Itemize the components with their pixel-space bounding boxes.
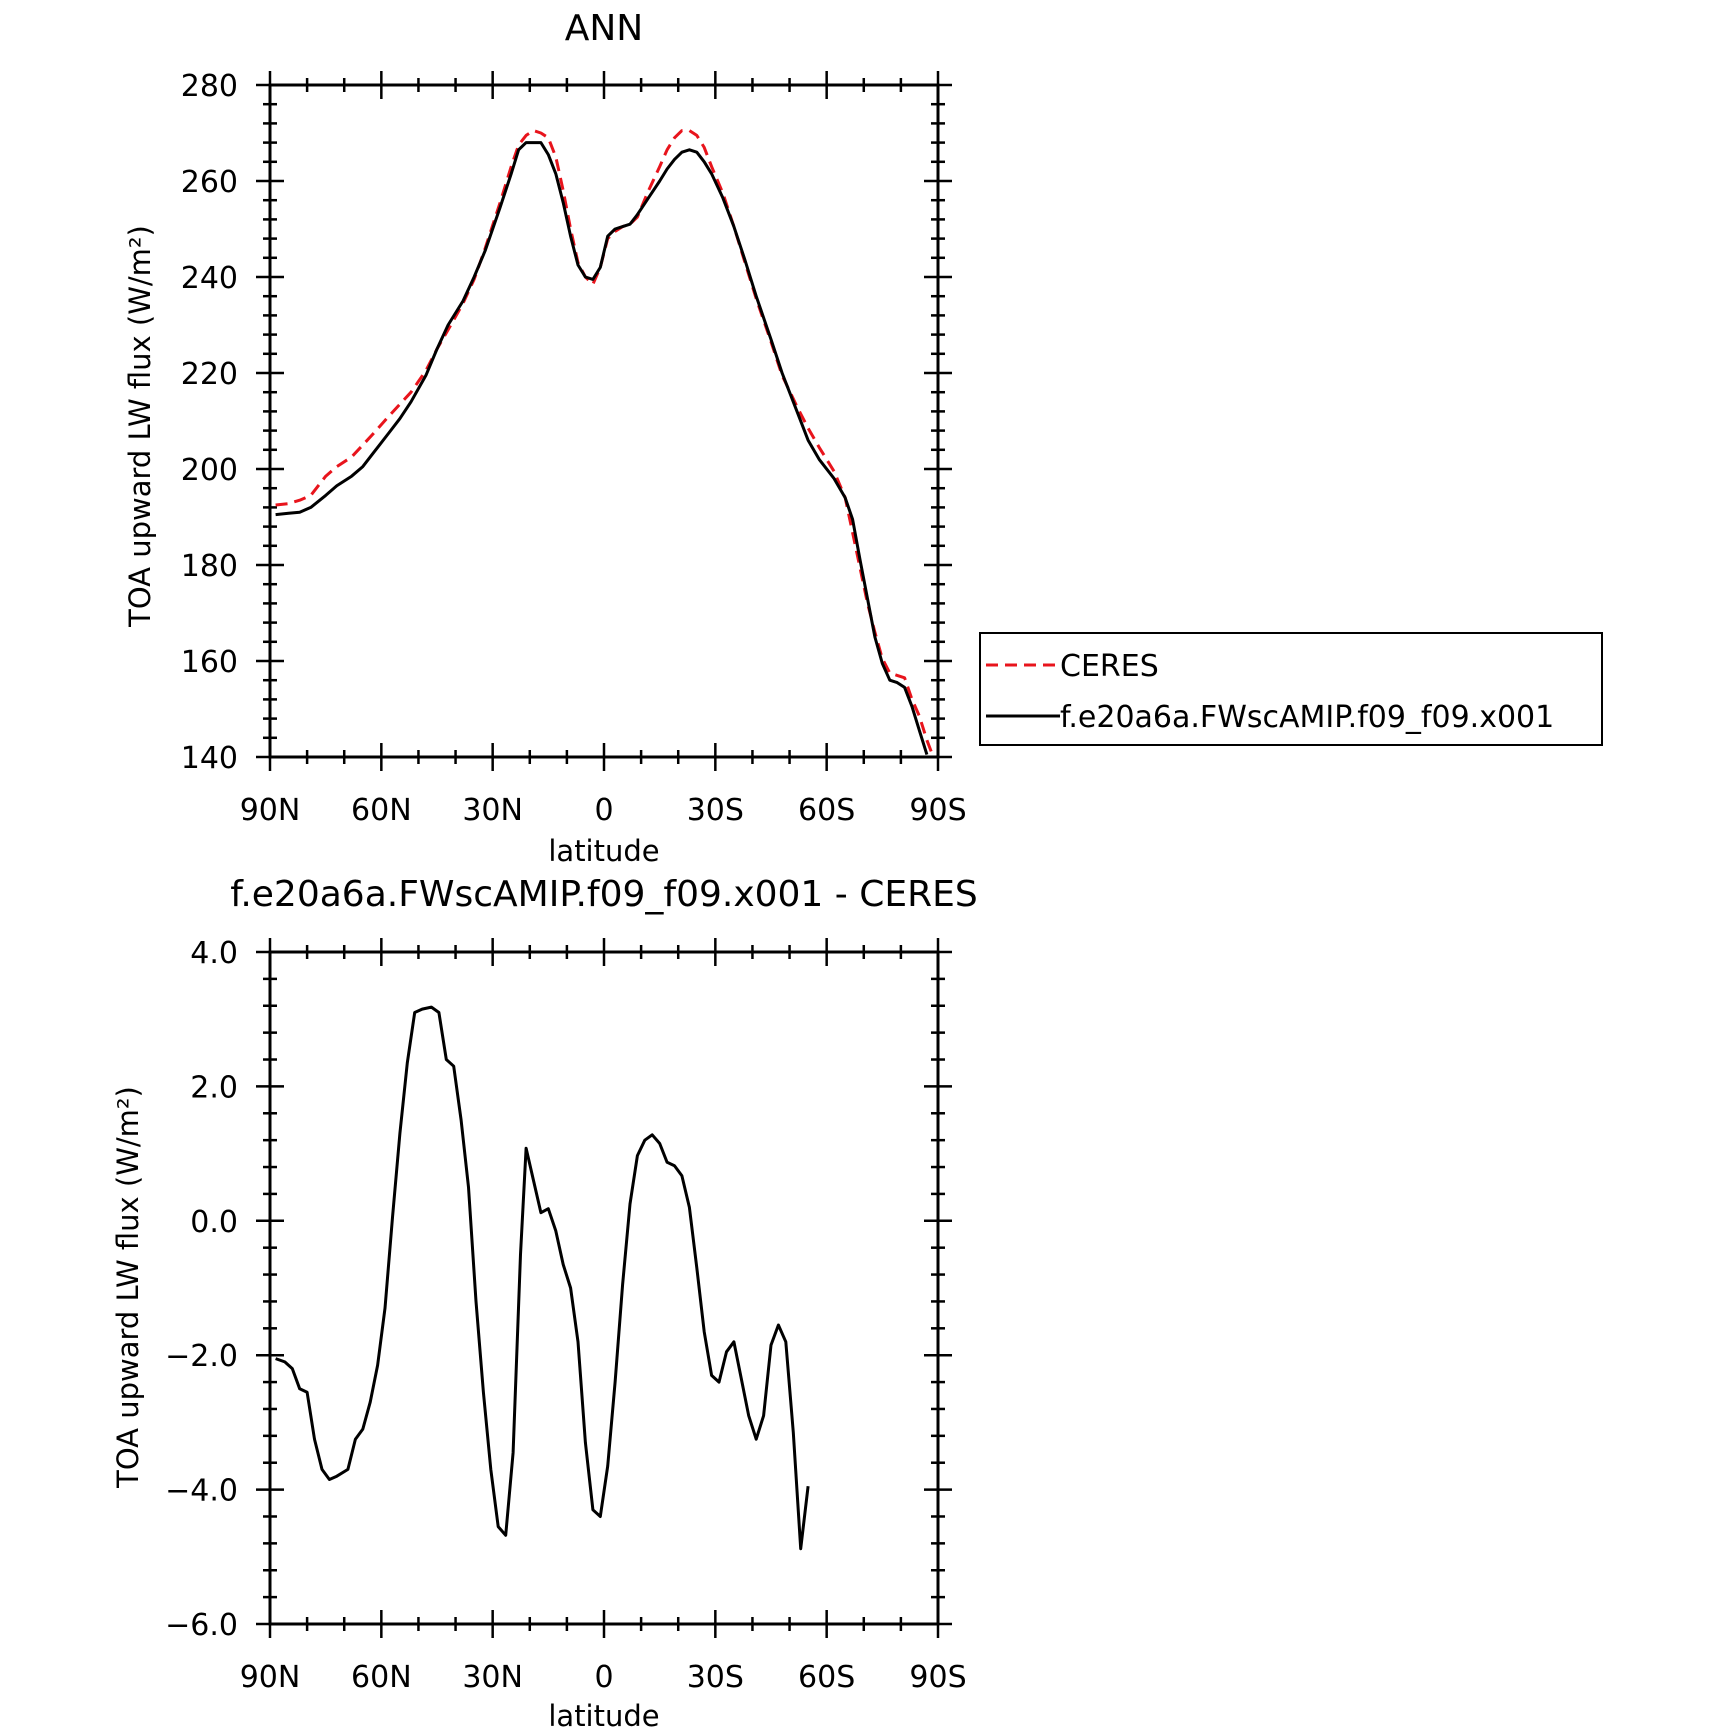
top-y-tick-label: 140 — [181, 741, 238, 776]
top-y-tick-label: 260 — [181, 165, 238, 200]
bottom-series-layer — [275, 1005, 810, 1551]
bottom-y-tick-label: −4.0 — [165, 1474, 238, 1509]
top-y-tick-label: 280 — [181, 69, 238, 104]
top-series-line-1 — [275, 129, 934, 756]
bottom-x-tick-label: 60N — [351, 1660, 412, 1695]
top-panel: ANN TOA upward LW flux (W/m²) latitude 1… — [123, 8, 967, 868]
bottom-y-tick-label: 4.0 — [190, 936, 238, 971]
top-y-tick-label: 160 — [181, 645, 238, 680]
bottom-chart-title: f.e20a6a.FWscAMIP.f09_f09.x001 - CERES — [230, 874, 977, 915]
top-y-axis-label: TOA upward LW flux (W/m²) — [123, 225, 157, 628]
bottom-plot-frame — [268, 950, 940, 1626]
top-x-tick-label: 30S — [687, 793, 744, 828]
top-x-tick-label: 60S — [798, 793, 855, 828]
bottom-x-tick-label: 90N — [240, 1660, 301, 1695]
top-plot-frame — [268, 83, 940, 759]
bottom-y-axis-label: TOA upward LW flux (W/m²) — [111, 1086, 145, 1489]
top-chart-title: ANN — [565, 8, 644, 49]
top-tick-labels: 140 160 180 200 220 240 260 280 90N 60N 30N 0 30S 60S… — [181, 69, 967, 828]
bottom-y-tick-label: 0.0 — [190, 1205, 238, 1240]
bottom-x-tick-label: 60S — [798, 1660, 855, 1695]
top-y-tick-label: 180 — [181, 549, 238, 584]
bottom-x-tick-label: 30S — [687, 1660, 744, 1695]
legend-label-ceres: CERES — [1060, 649, 1159, 684]
legend: CERES f.e20a6a.FWscAMIP.f09_f09.x001 — [979, 632, 1603, 746]
top-x-axis-label: latitude — [548, 834, 659, 868]
bottom-y-tick-label: 2.0 — [190, 1070, 238, 1105]
top-y-tick-label: 240 — [181, 261, 238, 296]
top-series-line-2 — [275, 141, 929, 756]
bottom-x-tick-label: 30N — [462, 1660, 523, 1695]
bottom-y-tick-label: −6.0 — [165, 1608, 238, 1643]
top-x-tick-label: 30N — [462, 793, 523, 828]
top-series-layer — [275, 129, 934, 756]
bottom-ticks — [256, 938, 952, 1638]
top-x-tick-label: 0 — [594, 793, 613, 828]
top-x-tick-label: 90N — [240, 793, 301, 828]
bottom-x-axis-label: latitude — [548, 1699, 659, 1733]
bottom-tick-labels: −6.0 −4.0 −2.0 0.0 2.0 4.0 90N 60N 30N 0 30S 60S 90S — [165, 936, 966, 1695]
top-x-tick-label: 60N — [351, 793, 412, 828]
top-y-tick-label: 220 — [181, 357, 238, 392]
bottom-y-tick-label: −2.0 — [165, 1339, 238, 1374]
bottom-x-tick-label: 90S — [909, 1660, 966, 1695]
bottom-x-tick-label: 0 — [594, 1660, 613, 1695]
top-ticks — [256, 71, 952, 771]
legend-box — [979, 632, 1603, 746]
top-y-tick-label: 200 — [181, 453, 238, 488]
bottom-series-line-1 — [275, 1005, 810, 1551]
legend-label-model: f.e20a6a.FWscAMIP.f09_f09.x001 — [1060, 700, 1554, 735]
bottom-panel: f.e20a6a.FWscAMIP.f09_f09.x001 - CERES T… — [111, 874, 978, 1733]
top-x-tick-label: 90S — [909, 793, 966, 828]
